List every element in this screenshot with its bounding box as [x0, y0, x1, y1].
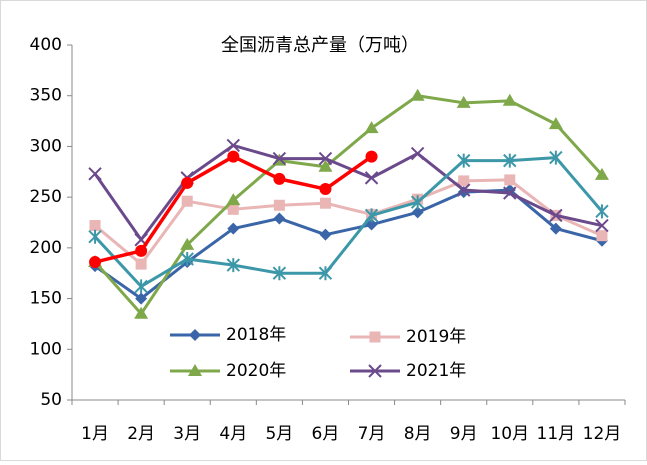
series-line: [94, 178, 603, 266]
legend-label: 2021年: [406, 361, 466, 381]
y-tick-label: 350: [30, 86, 62, 106]
marker: [135, 258, 147, 270]
marker: [502, 93, 517, 106]
marker: [181, 195, 193, 207]
chart-title: 全国沥青总产量（万吨）: [221, 35, 419, 56]
x-tick-label: 2月: [127, 424, 155, 444]
marker: [134, 306, 149, 319]
y-tick-label: 100: [30, 339, 62, 359]
marker: [318, 151, 333, 166]
legend-marker: [368, 364, 382, 378]
marker: [272, 151, 287, 166]
legend-label: 2020年: [226, 361, 286, 381]
marker: [227, 222, 240, 235]
marker: [89, 220, 101, 232]
marker: [410, 195, 425, 210]
marker: [319, 183, 332, 196]
x-tick-label: 7月: [358, 424, 386, 444]
marker: [134, 279, 148, 294]
marker: [364, 208, 379, 223]
series-line: [93, 143, 603, 242]
y-tick-label: 50: [40, 390, 62, 410]
marker: [88, 167, 102, 181]
x-tick-label: 9月: [450, 424, 478, 444]
marker: [318, 266, 333, 281]
legend-marker: [188, 364, 202, 376]
series-line: [93, 94, 604, 316]
y-tick-label: 250: [30, 187, 62, 207]
marker: [273, 172, 286, 185]
marker: [594, 167, 609, 180]
y-tick-label: 150: [30, 289, 62, 309]
marker: [365, 150, 378, 163]
marker: [549, 222, 562, 235]
x-tick-label: 5月: [265, 424, 293, 444]
marker: [548, 117, 563, 130]
marker: [457, 183, 471, 197]
marker: [319, 197, 331, 209]
marker: [411, 206, 424, 219]
marker: [180, 252, 194, 267]
marker: [318, 159, 333, 172]
marker: [549, 150, 563, 165]
legend-marker: [189, 329, 201, 341]
marker: [458, 175, 470, 187]
x-tick-label: 10月: [490, 424, 529, 444]
marker: [180, 237, 195, 250]
marker: [135, 292, 148, 305]
marker: [226, 138, 240, 153]
marker: [503, 186, 517, 200]
marker: [410, 88, 425, 101]
marker: [226, 193, 241, 206]
marker: [549, 208, 563, 223]
marker: [227, 203, 239, 215]
marker: [595, 218, 609, 233]
y-tick-label: 400: [30, 35, 62, 55]
marker: [410, 146, 425, 161]
marker: [227, 150, 240, 163]
legend-marker: [369, 331, 381, 343]
marker: [364, 121, 379, 134]
marker: [89, 256, 102, 269]
legend-label: 2018年: [226, 325, 286, 345]
marker: [456, 95, 471, 108]
marker: [273, 212, 286, 225]
marker: [273, 199, 285, 211]
x-tick-label: 1月: [81, 424, 109, 444]
marker: [181, 176, 194, 189]
marker: [135, 244, 148, 257]
marker: [319, 228, 332, 241]
x-tick-label: 8月: [404, 424, 432, 444]
marker: [226, 258, 240, 273]
y-tick-label: 200: [30, 238, 62, 258]
marker: [596, 230, 608, 242]
series-line: [93, 156, 604, 288]
x-tick-label: 12月: [583, 424, 622, 444]
marker: [272, 266, 287, 281]
marker: [457, 153, 471, 168]
y-tick-label: 300: [30, 136, 62, 156]
marker: [503, 153, 517, 168]
marker: [88, 229, 102, 244]
marker: [504, 174, 516, 186]
x-tick-label: 4月: [219, 424, 247, 444]
legend-label: 2019年: [406, 327, 466, 347]
x-tick-label: 3月: [173, 424, 201, 444]
x-tick-label: 11月: [537, 424, 576, 444]
marker: [364, 171, 379, 185]
marker: [595, 204, 609, 219]
x-tick-label: 6月: [312, 424, 340, 444]
